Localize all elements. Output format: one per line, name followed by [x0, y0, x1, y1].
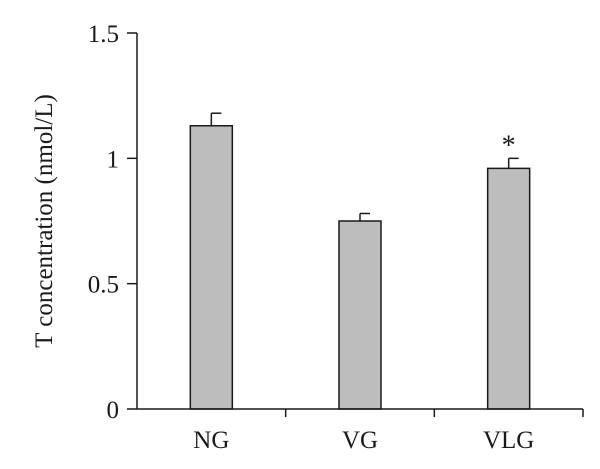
- y-tick-label: 0.5: [88, 272, 119, 299]
- x-tick-label: VLG: [483, 427, 534, 454]
- x-tick-label: NG: [193, 427, 229, 454]
- axes: [136, 33, 583, 410]
- y-tick-label: 1.5: [88, 21, 119, 48]
- x-ticks: NG VG VLG: [193, 409, 584, 454]
- y-ticks: 0 0.5 1 1.5: [88, 21, 137, 424]
- y-tick-label: 1: [107, 146, 120, 173]
- bars: *: [189, 112, 531, 410]
- x-tick-label: VG: [342, 427, 378, 454]
- y-axis-title: T concentration (nmol/L): [31, 94, 58, 348]
- y-tick-label: 0: [107, 397, 120, 424]
- bar-vg: [338, 220, 382, 410]
- significance-marker: *: [502, 130, 516, 161]
- bar-vlg: [486, 167, 531, 410]
- bar-ng: [189, 124, 234, 410]
